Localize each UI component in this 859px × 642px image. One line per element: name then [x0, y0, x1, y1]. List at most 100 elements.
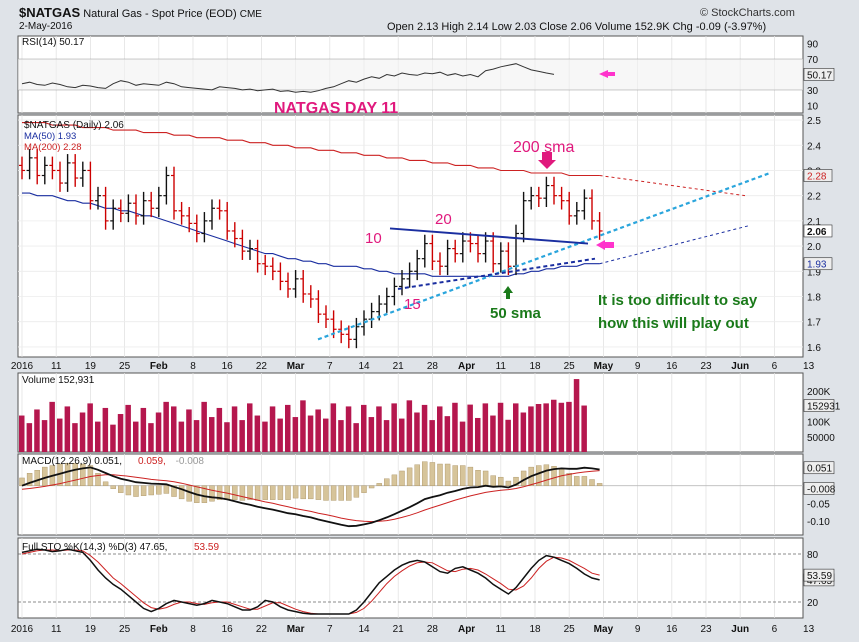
volume-bar [338, 420, 344, 452]
volume-bar [444, 416, 451, 452]
volume-bar [140, 407, 147, 452]
macd-histogram-bar [543, 464, 550, 486]
volume-bar [376, 406, 382, 452]
volume-bar [269, 406, 276, 452]
sto-x-axis-label: 11 [496, 624, 507, 635]
macd-histogram-bar [133, 485, 139, 497]
sto-x-axis-label: 16 [222, 624, 234, 635]
macd-histogram-bar [551, 466, 557, 486]
volume-tick-label: 200K [807, 387, 831, 398]
volume-bar [224, 422, 230, 452]
macd-histogram-bar [558, 469, 565, 486]
sto-x-axis-label: Feb [150, 624, 168, 635]
volume-bar [178, 421, 185, 452]
x-axis-label: 28 [427, 361, 439, 372]
volume-bar [573, 379, 580, 452]
volume-panel: Volume 152,931 50000 100K 152931 200K [17, 372, 841, 453]
ma50-projection [599, 225, 749, 265]
volume-bar [368, 417, 375, 452]
macd-histogram-bar [467, 466, 474, 486]
rsi-line [21, 63, 555, 93]
macd-histogram-bar [589, 479, 595, 486]
macd-histogram-bar [429, 462, 436, 486]
macd-histogram-bar [95, 473, 101, 486]
rsi-tick-label: 90 [807, 40, 819, 51]
volume-bar [543, 403, 549, 452]
price-tick-label: 1.8 [807, 293, 821, 304]
volume-bar [520, 412, 527, 452]
sto-x-axis-label: 8 [190, 624, 196, 635]
sto-x-axis-label: 9 [635, 624, 641, 635]
macd-histogram-bar [254, 485, 261, 501]
volume-bar [171, 406, 177, 452]
macd-legend-0: MACD(12,26,9) 0.051, [22, 456, 122, 467]
rsi-tick-label: 30 [807, 86, 819, 97]
x-axis-label: 18 [529, 361, 541, 372]
volume-bar [19, 415, 25, 452]
volume-bar [497, 402, 504, 452]
volume-bar [239, 420, 245, 452]
volume-tick-label: 152931 [807, 402, 841, 413]
x-axis-label: 11 [496, 361, 507, 372]
volume-bar [285, 404, 291, 452]
rsi-tick-label: 50.17 [807, 70, 832, 81]
macd-histogram-bar [270, 485, 276, 500]
volume-bar [72, 423, 78, 452]
macd-histogram-bar [368, 485, 375, 489]
volume-legend-0: Volume 152,931 [22, 375, 95, 386]
macd-histogram-bar [460, 465, 466, 486]
rsi-legend-0: RSI(14) 50.17 [22, 37, 85, 48]
volume-bar [566, 401, 572, 452]
macd-histogram-bar [315, 485, 322, 500]
x-axis-label: May [594, 361, 614, 372]
brand-link[interactable]: © StockCharts.com [700, 7, 795, 19]
macd-tick-label: 0.051 [807, 464, 832, 475]
macd-histogram-bar [285, 485, 291, 500]
sto-x-axis-label: 23 [700, 624, 712, 635]
macd-histogram-bar [391, 474, 398, 486]
macd-histogram-bar [148, 485, 154, 496]
rsi-arrow-icon [599, 70, 615, 78]
sto-k-line [21, 548, 600, 615]
volume-bar [330, 403, 337, 452]
price-tick-label: 1.7 [807, 318, 821, 329]
macd-label-box [803, 461, 835, 475]
macd-histogram-bar [361, 485, 367, 493]
price-right-label: 1.93 [807, 260, 827, 271]
macd-histogram-bar [490, 475, 496, 486]
volume-bar [125, 404, 131, 452]
sto-x-axis-label: Mar [287, 624, 305, 635]
macd-histogram-bar [178, 485, 185, 500]
volume-bar [133, 421, 139, 452]
macd-histogram-bar [87, 465, 94, 486]
macd-histogram-bar [80, 463, 86, 486]
chart-title-annotation: NATGAS DAY 11 [274, 100, 398, 117]
macd-histogram-bar [64, 463, 71, 486]
ma200-projection [599, 175, 746, 197]
volume-bar [315, 409, 321, 452]
volume-bar [490, 415, 496, 452]
volume-bar [482, 403, 489, 452]
sto-x-axis-label: 2016 [11, 624, 34, 635]
volume-bar [186, 409, 192, 452]
volume-bar [513, 403, 519, 452]
macd-histogram-bar [110, 485, 116, 489]
macd-histogram-bar [239, 485, 246, 501]
sto-x-axis-label: 25 [119, 624, 131, 635]
macd-legend-2: -0.008 [176, 456, 205, 467]
volume-bar [163, 401, 169, 452]
x-axis-label: 11 [51, 361, 62, 372]
macd-histogram-bar [581, 476, 588, 486]
sto-legend-1: 53.59 [194, 542, 219, 553]
volume-bar [155, 412, 162, 452]
x-axis-label: 16 [222, 361, 234, 372]
macd-histogram-bar [574, 476, 580, 486]
volume-bar [558, 402, 565, 452]
ma200-line [22, 122, 600, 177]
volume-bar [110, 424, 116, 452]
macd-histogram-bar [156, 485, 162, 495]
x-axis-label: 2016 [11, 361, 34, 372]
volume-bar [262, 421, 268, 452]
volume-bar [391, 403, 397, 452]
sto-tick-label: 80 [807, 550, 819, 561]
